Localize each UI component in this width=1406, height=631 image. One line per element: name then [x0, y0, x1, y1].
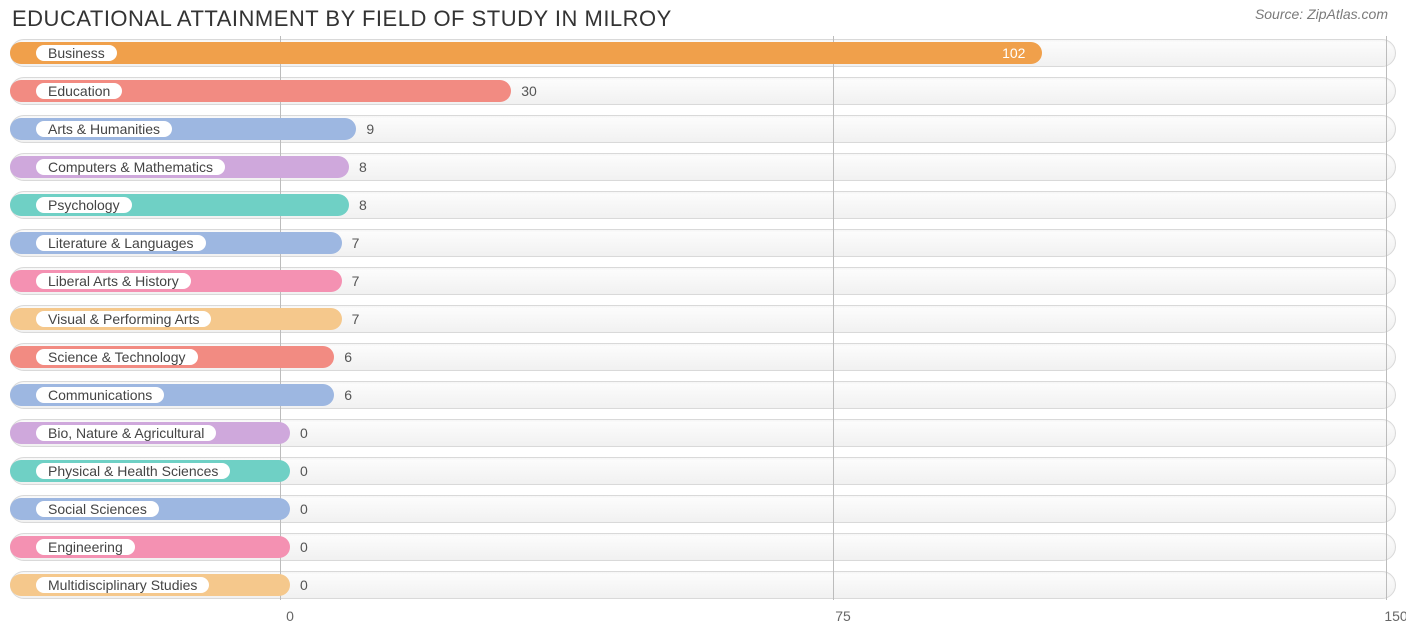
bar-fill: [10, 42, 1042, 64]
bar-row: Social Sciences 0: [10, 492, 1396, 526]
bar-label: Liberal Arts & History: [34, 271, 193, 291]
bar-value: 9: [366, 121, 374, 137]
bar-row: Business 102: [10, 36, 1396, 70]
chart-source: Source: ZipAtlas.com: [1255, 6, 1388, 22]
bar-label: Physical & Health Sciences: [34, 461, 232, 481]
bar-value: 0: [300, 501, 308, 517]
x-axis: 075150: [10, 606, 1396, 630]
bar-label: Social Sciences: [34, 499, 161, 519]
bar-value: 0: [300, 463, 308, 479]
bar-row: Literature & Languages 7: [10, 226, 1396, 260]
bar-value: 7: [352, 235, 360, 251]
bar-value: 30: [521, 83, 537, 99]
axis-tick: 0: [286, 608, 294, 624]
bar-value: 7: [352, 311, 360, 327]
bar-value: 6: [344, 387, 352, 403]
bar-row: Computers & Mathematics 8: [10, 150, 1396, 184]
bar-row: Arts & Humanities 9: [10, 112, 1396, 146]
bar-label: Multidisciplinary Studies: [34, 575, 211, 595]
bar-row: Psychology 8: [10, 188, 1396, 222]
bar-label: Education: [34, 81, 124, 101]
axis-tick: 150: [1384, 608, 1406, 624]
bar-value: 0: [300, 577, 308, 593]
axis-tick: 75: [835, 608, 851, 624]
bar-row: Liberal Arts & History 7: [10, 264, 1396, 298]
bar-label: Arts & Humanities: [34, 119, 174, 139]
bar-value: 6: [344, 349, 352, 365]
bar-label: Science & Technology: [34, 347, 200, 367]
bar-value: 8: [359, 197, 367, 213]
bar-label: Bio, Nature & Agricultural: [34, 423, 218, 443]
chart-title: EDUCATIONAL ATTAINMENT BY FIELD OF STUDY…: [12, 6, 672, 32]
bar-label: Business: [34, 43, 119, 63]
bar-row: Education 30: [10, 74, 1396, 108]
bar-row: Multidisciplinary Studies 0: [10, 568, 1396, 602]
grid-line: [833, 36, 834, 600]
bar-value: 0: [300, 425, 308, 441]
bar-label: Visual & Performing Arts: [34, 309, 213, 329]
bar-value: 0: [300, 539, 308, 555]
bar-row: Physical & Health Sciences 0: [10, 454, 1396, 488]
bar-row: Communications 6: [10, 378, 1396, 412]
bar-label: Literature & Languages: [34, 233, 208, 253]
bar-row: Bio, Nature & Agricultural 0: [10, 416, 1396, 450]
chart-header: EDUCATIONAL ATTAINMENT BY FIELD OF STUDY…: [0, 0, 1406, 36]
bar-label: Communications: [34, 385, 166, 405]
bar-label: Engineering: [34, 537, 137, 557]
bar-value: 7: [352, 273, 360, 289]
bar-row: Visual & Performing Arts 7: [10, 302, 1396, 336]
bar-row: Engineering 0: [10, 530, 1396, 564]
bar-value: 102: [1002, 45, 1025, 61]
bar-label: Computers & Mathematics: [34, 157, 227, 177]
grid-line: [1386, 36, 1387, 600]
chart-area: Business 102 Education 30 Arts & Humanities 9…: [0, 36, 1406, 630]
bar-value: 8: [359, 159, 367, 175]
bar-label: Psychology: [34, 195, 134, 215]
bar-row: Science & Technology 6: [10, 340, 1396, 374]
